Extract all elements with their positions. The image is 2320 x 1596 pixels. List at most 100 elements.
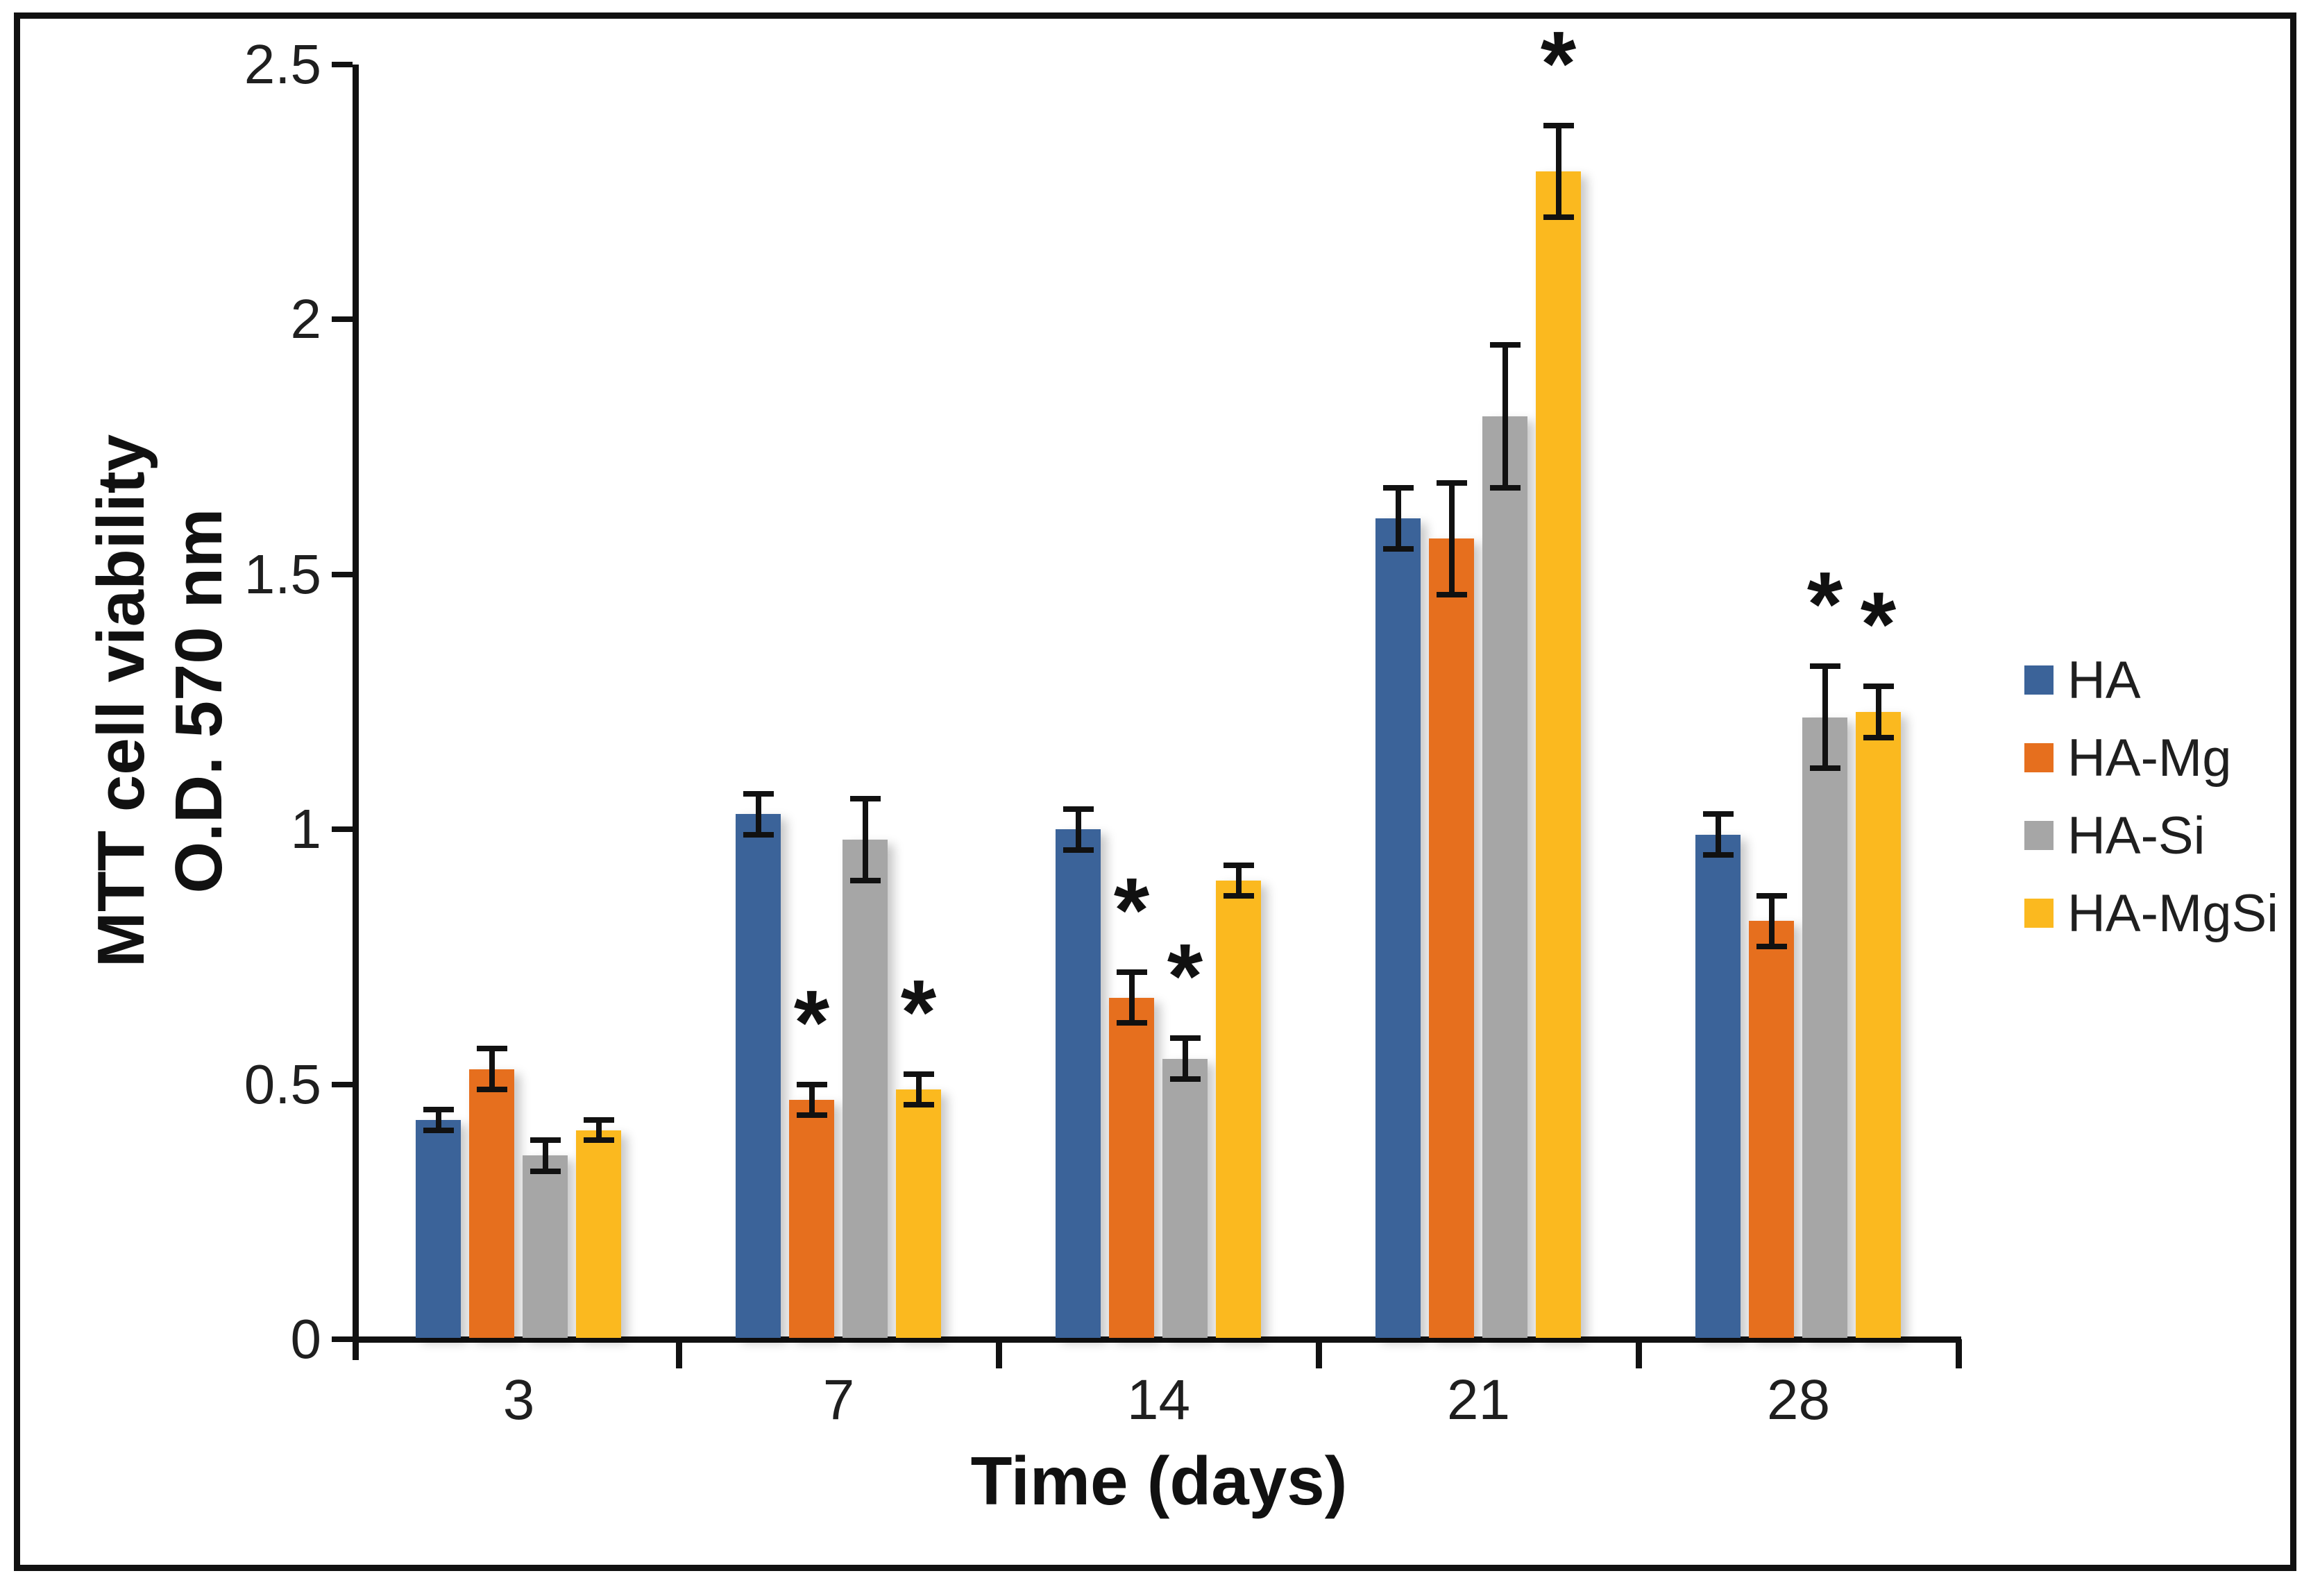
error-cap-bottom-HA-MgSi-day21 [1543,214,1574,221]
error-bar-HA-MgSi-day3 [595,1120,602,1141]
legend-swatch-HA-MgSi [2024,899,2054,928]
error-cap-top-HA-MgSi-day3 [583,1117,614,1123]
error-cap-bottom-HA-MgSi-day7 [903,1101,934,1107]
error-cap-bottom-HA-MgSi-day3 [583,1137,614,1144]
x-axis-title: Time (days) [970,1443,1348,1519]
error-cap-top-HA-Mg-day7 [796,1081,827,1087]
error-cap-top-HA-MgSi-day21 [1543,123,1574,129]
error-cap-top-HA-MgSi-day14 [1223,862,1254,868]
bar-HA-day7 [736,814,781,1338]
x-tick-label-21: 21 [1446,1368,1511,1432]
bar-HA-Si-day28 [1802,717,1847,1338]
error-cap-bottom-HA-day7 [743,831,774,838]
y-tick-label-2.5: 2.5 [244,33,321,95]
error-bar-HA-Si-day14 [1182,1038,1188,1080]
y-axis-line [353,65,359,1360]
significance-asterisk-HA-Mg-day14: * [1113,858,1150,961]
error-cap-bottom-HA-Mg-day28 [1756,944,1787,950]
error-cap-bottom-HA-MgSi-day14 [1223,892,1254,899]
significance-asterisk-HA-Mg-day7: * [793,971,830,1073]
y-axis-title-line1: MTT cell viability [84,434,158,968]
error-bar-HA-Si-day7 [862,799,868,881]
error-bar-HA-Mg-day3 [489,1049,495,1089]
error-cap-top-HA-day21 [1382,484,1414,491]
error-cap-top-HA-MgSi-day7 [903,1071,934,1077]
x-axis-line [353,1336,1961,1343]
legend-item-HA-Si: HA-Si [2024,806,2205,865]
error-cap-bottom-HA-Mg-day21 [1436,592,1467,598]
error-bar-HA-Mg-day7 [808,1084,815,1115]
y-tick-1 [332,826,353,833]
bar-HA-Si-day3 [523,1155,568,1338]
error-bar-HA-day28 [1715,814,1721,855]
bar-HA-day14 [1056,829,1101,1338]
y-tick-0.5 [332,1081,353,1087]
x-tick-1 [676,1339,682,1368]
error-cap-bottom-HA-Mg-day7 [796,1112,827,1118]
y-tick-label-1: 1 [290,798,322,860]
error-cap-top-HA-Mg-day14 [1116,969,1147,975]
legend-item-HA: HA [2024,650,2141,710]
error-bar-HA-day3 [435,1110,441,1130]
error-cap-bottom-HA-Si-day3 [530,1168,561,1174]
y-tick-label-1.5: 1.5 [244,543,321,605]
legend-label-HA: HA [2067,650,2141,710]
error-cap-bottom-HA-Si-day14 [1169,1076,1201,1083]
y-axis-title: MTT cell viability O.D. 570 nm [83,215,238,1187]
error-cap-top-HA-Si-day28 [1809,663,1840,670]
error-bar-HA-Si-day28 [1822,666,1828,769]
error-cap-bottom-HA-day28 [1702,851,1734,858]
legend-item-HA-Mg: HA-Mg [2024,729,2231,788]
error-cap-bottom-HA-MgSi-day28 [1863,734,1894,740]
error-cap-top-HA-Mg-day21 [1436,479,1467,486]
bar-HA-Mg-day14 [1109,997,1154,1338]
error-cap-top-HA-Mg-day3 [476,1046,507,1052]
error-cap-top-HA-Si-day7 [849,796,881,802]
bar-HA-Mg-day21 [1429,538,1474,1338]
error-cap-top-HA-MgSi-day28 [1863,684,1894,690]
error-bar-HA-MgSi-day21 [1555,126,1561,218]
error-bar-HA-day21 [1395,487,1401,550]
legend-swatch-HA-Si [2024,821,2054,850]
bar-HA-MgSi-day28 [1856,712,1901,1338]
bar-HA-Mg-day7 [789,1099,834,1338]
bar-HA-MgSi-day7 [896,1089,941,1338]
error-cap-bottom-HA-Mg-day3 [476,1086,507,1092]
error-cap-top-HA-Si-day3 [530,1137,561,1144]
error-cap-top-HA-Si-day14 [1169,1035,1201,1042]
x-tick-label-28: 28 [1766,1368,1831,1432]
error-bar-HA-MgSi-day28 [1875,686,1881,738]
y-tick-1.5 [332,571,353,577]
error-bar-HA-Si-day21 [1502,345,1508,488]
error-bar-HA-Mg-day21 [1448,482,1455,595]
x-tick-2 [996,1339,1002,1368]
x-tick-4 [1636,1339,1642,1368]
legend-swatch-HA [2024,665,2054,695]
y-tick-label-0: 0 [290,1308,322,1370]
legend-label-HA-MgSi: HA-MgSi [2067,883,2279,943]
error-bar-HA-MgSi-day14 [1235,865,1242,896]
x-tick-3 [1316,1339,1322,1368]
bar-HA-day3 [416,1120,461,1338]
y-tick-label-2: 2 [290,288,322,350]
error-cap-bottom-HA-Si-day21 [1489,484,1521,491]
error-bar-HA-day7 [755,793,761,835]
legend-label-HA-Si: HA-Si [2067,806,2205,865]
bar-HA-MgSi-day14 [1216,880,1261,1338]
significance-asterisk-HA-MgSi-day28: * [1860,573,1897,676]
error-cap-top-HA-Si-day21 [1489,342,1521,348]
bar-HA-MgSi-day21 [1536,171,1581,1338]
bar-HA-Si-day7 [843,839,888,1338]
y-tick-2 [332,316,353,323]
error-cap-top-HA-day14 [1062,806,1094,812]
error-cap-top-HA-day28 [1702,811,1734,817]
bar-HA-Si-day21 [1482,416,1527,1338]
bar-HA-Mg-day3 [469,1069,514,1338]
error-bar-HA-day14 [1075,808,1081,850]
error-bar-HA-Mg-day14 [1128,971,1135,1024]
error-cap-bottom-HA-day14 [1062,847,1094,853]
x-tick-label-7: 7 [822,1368,855,1432]
bar-HA-Mg-day28 [1749,921,1794,1338]
error-bar-HA-MgSi-day7 [915,1073,922,1105]
